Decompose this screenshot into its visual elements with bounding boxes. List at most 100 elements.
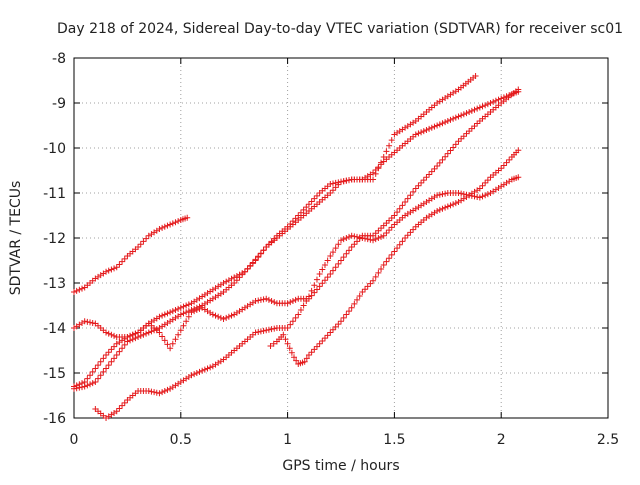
data-point-marker [439, 156, 446, 163]
data-point-marker [71, 289, 77, 295]
data-point-marker [175, 305, 182, 312]
data-point-marker [386, 142, 393, 149]
data-point-marker [196, 303, 203, 310]
data-point-marker [410, 188, 417, 195]
data-point-marker [156, 226, 163, 232]
data-point-marker [335, 179, 342, 186]
data-point-marker [503, 93, 510, 100]
data-point-marker [420, 177, 427, 184]
data-point-marker [316, 283, 323, 290]
data-point-marker [87, 381, 94, 388]
data-point-marker [476, 104, 483, 111]
series-track-6 [267, 147, 522, 367]
data-point-marker [252, 257, 259, 264]
data-point-marker [292, 296, 299, 303]
data-point-marker [391, 212, 398, 219]
data-point-marker [291, 354, 298, 361]
data-point-marker [121, 255, 128, 262]
data-point-marker [479, 193, 486, 200]
data-point-marker [452, 141, 459, 148]
data-point-marker [444, 150, 451, 157]
data-point-marker [359, 289, 366, 295]
data-point-marker [268, 238, 275, 245]
data-point-marker [180, 303, 187, 310]
data-point-marker [81, 383, 88, 390]
data-point-marker [143, 330, 150, 337]
data-point-marker [284, 300, 291, 307]
data-point-marker [442, 190, 449, 197]
data-point-marker [164, 341, 171, 348]
data-point-marker [177, 327, 184, 334]
data-point-marker [257, 296, 264, 303]
data-point-marker [252, 298, 259, 304]
data-point-marker [458, 135, 465, 142]
data-point-marker [375, 227, 382, 234]
data-point-marker [479, 182, 486, 189]
data-point-marker [340, 236, 347, 243]
data-point-marker [249, 260, 256, 267]
data-point-marker [169, 220, 176, 227]
data-point-marker [103, 329, 110, 336]
data-point-marker [215, 313, 222, 320]
data-point-marker [458, 112, 465, 119]
data-point-marker [260, 296, 267, 303]
data-point-marker [402, 199, 409, 205]
data-point-marker [324, 257, 331, 264]
y-tick-labels: -16 -15 -14 -13 -12 -11 -10 -9 -8 [43, 51, 66, 427]
data-point-marker [407, 229, 414, 236]
x-tick-label: 0.5 [170, 432, 192, 448]
data-point-marker [351, 233, 358, 240]
data-point-marker [89, 380, 96, 387]
data-point-marker [89, 319, 96, 326]
x-tick-label: 1 [283, 432, 292, 448]
data-point-marker [338, 318, 344, 325]
data-point-marker [332, 264, 339, 271]
data-point-marker [338, 178, 344, 185]
data-point-marker [73, 287, 80, 294]
data-point-marker [354, 233, 361, 240]
data-point-marker [356, 292, 363, 299]
data-point-marker [223, 278, 230, 285]
data-point-marker [431, 123, 438, 130]
data-point-marker [119, 402, 126, 409]
data-point-marker [383, 220, 390, 227]
data-point-marker [111, 343, 118, 350]
data-point-marker [388, 224, 395, 231]
data-point-marker [313, 276, 320, 283]
data-point-marker [301, 358, 308, 365]
data-point-marker [378, 265, 385, 272]
data-point-marker [111, 332, 118, 339]
data-point-marker [442, 204, 449, 211]
data-point-marker [191, 371, 198, 378]
data-point-marker [145, 388, 152, 394]
data-point-marker [87, 372, 94, 379]
data-point-marker [394, 209, 401, 216]
data-point-marker [260, 247, 267, 254]
data-point-marker [372, 166, 379, 173]
data-point-marker [113, 408, 120, 415]
data-point-marker [268, 298, 275, 304]
data-point-marker [329, 249, 336, 256]
data-point-marker [79, 384, 86, 391]
data-point-marker [265, 326, 272, 333]
data-point-marker [399, 202, 406, 209]
data-point-marker [482, 192, 489, 199]
data-point-marker [220, 280, 227, 286]
data-point-marker [466, 109, 473, 115]
data-point-marker [447, 202, 454, 209]
data-point-marker [415, 182, 422, 189]
data-point-marker [132, 335, 139, 342]
series-track-3 [71, 86, 522, 352]
data-point-marker [340, 314, 347, 321]
data-point-marker [305, 293, 312, 300]
data-point-marker [482, 102, 489, 109]
data-point-marker [378, 225, 385, 232]
data-point-marker [295, 212, 302, 219]
data-point-marker [116, 261, 123, 268]
data-point-marker [420, 128, 427, 135]
data-point-marker [329, 267, 336, 274]
data-point-marker [370, 237, 377, 244]
data-point-marker [252, 329, 259, 336]
data-point-marker [263, 244, 270, 250]
